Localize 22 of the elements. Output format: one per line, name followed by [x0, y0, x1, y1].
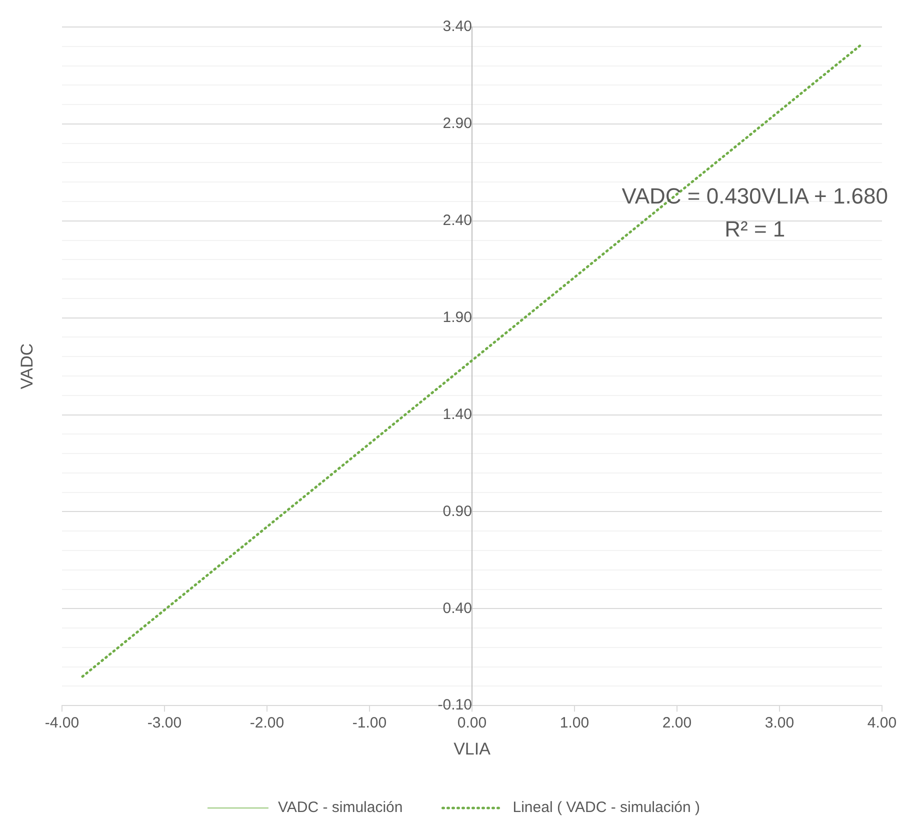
legend-label: Lineal ( VADC - simulación ) — [512, 799, 700, 816]
y-axis-title: VADC — [18, 343, 37, 390]
x-tick-label: 2.00 — [662, 714, 692, 732]
legend-label: VADC - simulación — [278, 799, 403, 816]
x-tick-label: -2.00 — [250, 714, 284, 732]
y-tick-label: 1.40 — [442, 406, 472, 423]
annotation: R² = 1 — [724, 216, 786, 242]
x-tick-label: 1.00 — [560, 714, 590, 732]
x-tick-label: -1.00 — [352, 714, 387, 732]
x-tick-label: 0.00 — [457, 714, 487, 732]
y-tick-label: 2.90 — [442, 115, 472, 132]
y-tick-label: 1.90 — [442, 308, 472, 326]
x-tick-label: 4.00 — [867, 714, 897, 732]
y-tick-label: 2.40 — [442, 212, 472, 230]
x-axis-title: VLIA — [454, 739, 492, 758]
y-tick-label: 0.90 — [442, 502, 472, 520]
y-tick-label: -0.10 — [438, 696, 472, 714]
y-tick-label: 3.40 — [442, 18, 472, 36]
x-tick-label: -3.00 — [147, 714, 182, 732]
y-tick-label: 0.40 — [442, 600, 472, 617]
x-tick-label: 3.00 — [764, 714, 794, 732]
x-tick-label: -4.00 — [44, 714, 80, 732]
